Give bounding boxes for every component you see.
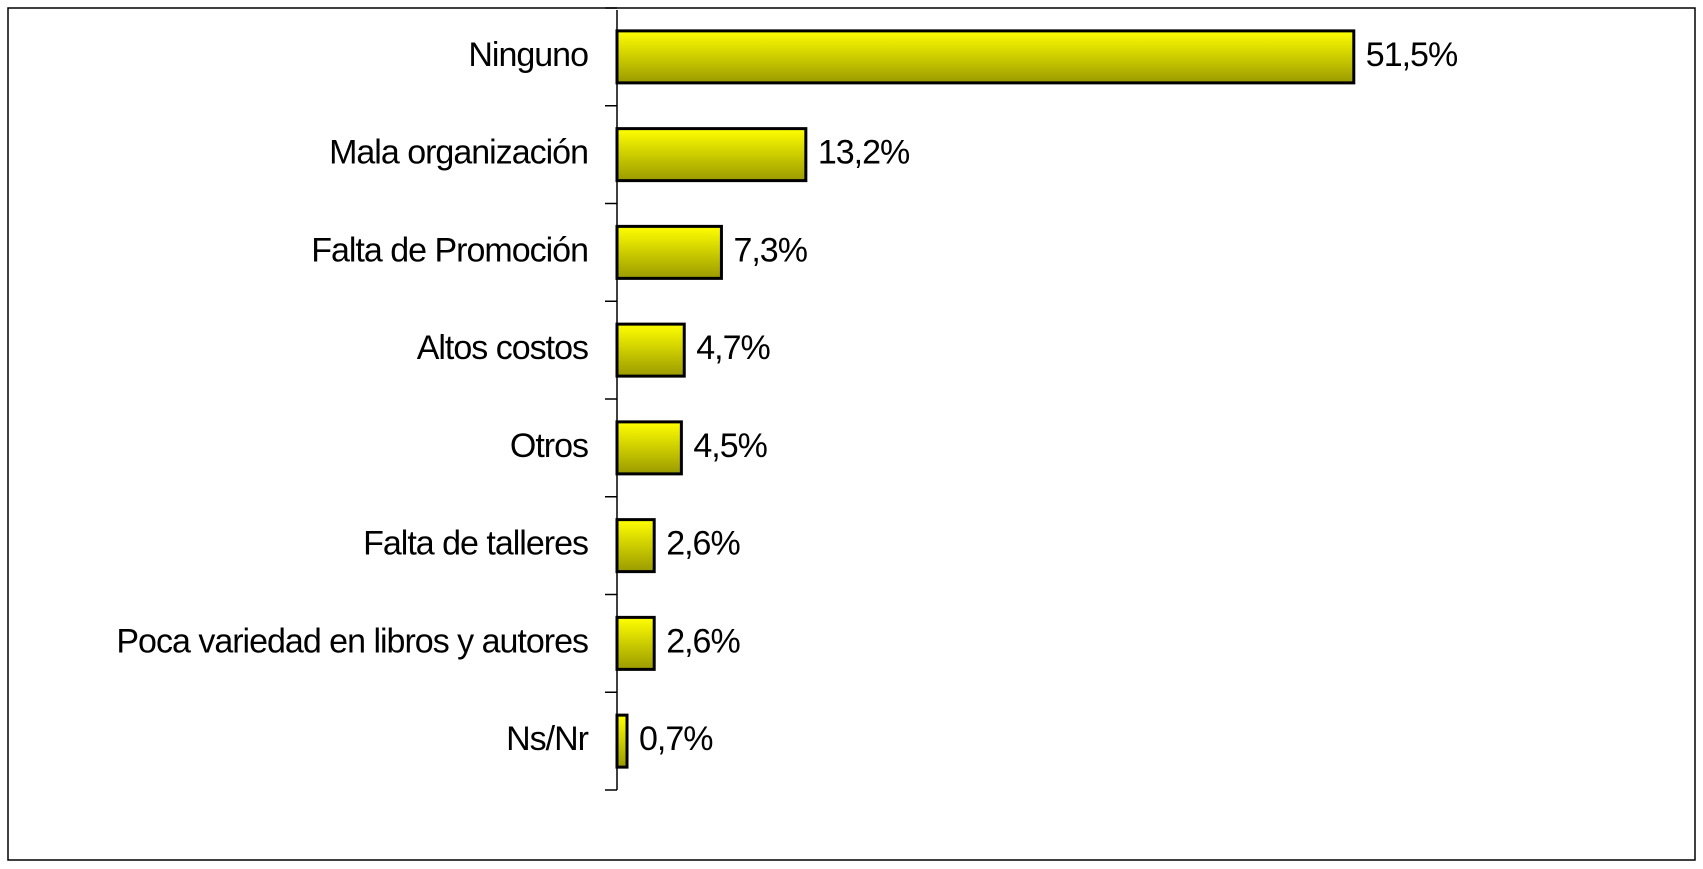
bar [615, 224, 723, 280]
bar [615, 420, 683, 476]
value-label: 0,7% [639, 720, 713, 758]
value-label: 4,5% [693, 427, 767, 465]
value-label: 13,2% [818, 134, 910, 172]
y-tick-label: Altos costos [417, 329, 588, 367]
value-label: 2,6% [666, 525, 740, 563]
y-tick-label: Otros [510, 427, 588, 465]
y-tick-label: Falta de talleres [363, 525, 588, 563]
chart-frame [7, 7, 1696, 861]
bar [615, 322, 686, 378]
bar [615, 127, 808, 183]
y-tick-label: Falta de Promoción [311, 231, 588, 269]
value-label: 2,6% [666, 622, 740, 660]
value-label: 4,7% [696, 329, 770, 367]
value-label: 51,5% [1366, 36, 1458, 74]
value-label: 7,3% [733, 231, 807, 269]
bar [615, 29, 1356, 85]
bar [615, 713, 629, 769]
bar [615, 518, 656, 574]
y-tick-label: Mala organización [329, 134, 588, 172]
y-tick-label: Ninguno [468, 36, 588, 74]
y-tick-label: Ns/Nr [506, 720, 589, 758]
bar [615, 615, 656, 671]
y-tick-label: Poca variedad en libros y autores [116, 622, 588, 660]
